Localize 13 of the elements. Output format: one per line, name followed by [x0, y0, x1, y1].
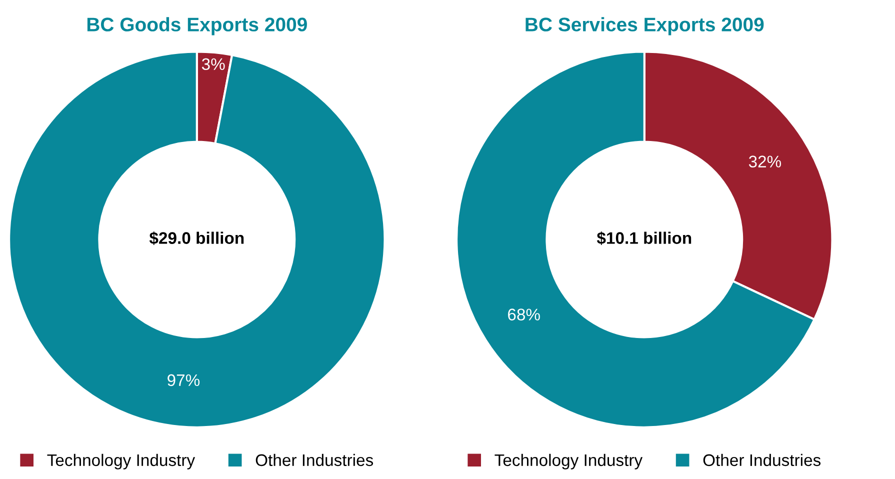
donut-slice [8, 50, 386, 428]
data-label: 32% [748, 156, 782, 168]
legend-label: Other Industries [703, 454, 821, 466]
legend-label: Technology Industry [494, 454, 643, 470]
text: $10.1 billion [596, 231, 692, 246]
chart-title: BC Services Exports 2009 [526, 17, 764, 36]
data-label: 68% [508, 308, 540, 320]
data-label: 97% [168, 374, 200, 386]
chart-title: BC Goods Exports 2009 [87, 17, 307, 36]
legend-label: Technology Industry [47, 454, 196, 470]
data-label: 3% [202, 58, 225, 70]
legend-label: Other Industries [256, 454, 374, 466]
text: $29.0 billion [149, 231, 244, 246]
